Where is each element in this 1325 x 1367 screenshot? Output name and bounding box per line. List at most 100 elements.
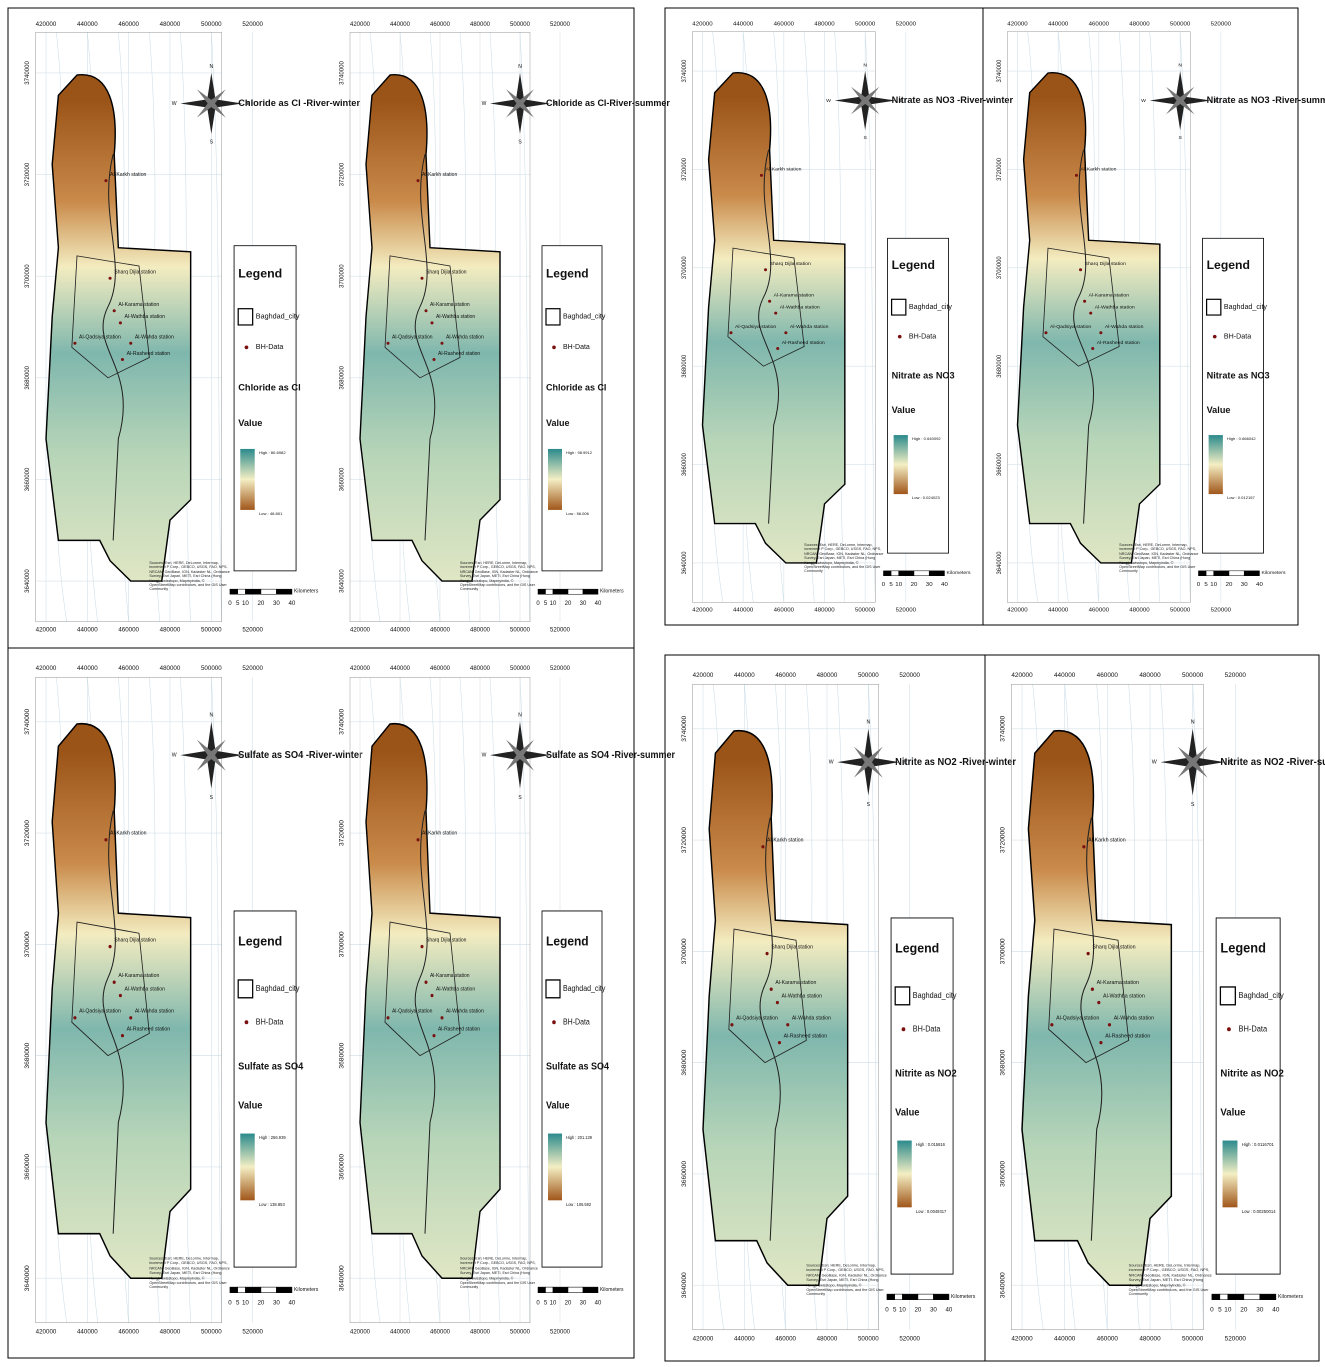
scale-segment [245, 589, 261, 594]
scale-label: 20 [565, 1299, 572, 1306]
ramp-low: Low : 46.801 [259, 511, 283, 516]
x-tick-label: 500000 [510, 22, 531, 28]
x-tick-label: 420000 [350, 627, 371, 633]
scale-label: 10 [550, 1299, 557, 1306]
scale-label: 5 [544, 601, 548, 607]
attribution-text: Sources: Esri, HERE, DeLorme, Intermap, … [460, 1256, 538, 1290]
y-tick-label: 3720000 [340, 162, 346, 186]
map: 4200004200004400004400004600004600004800… [1000, 672, 1325, 1342]
y-tick-label: 3640000 [682, 551, 688, 575]
scale-label: 20 [565, 601, 572, 607]
attribution-text: Sources: Esri, HERE, DeLorme, Intermap, … [1129, 1263, 1212, 1297]
scale-segment [1206, 571, 1214, 576]
scale-segment [899, 571, 914, 576]
bh-point [1099, 331, 1102, 334]
legend-entry: Baghdad_city [256, 313, 300, 321]
station-label: Al-Rasheed station [1105, 1033, 1150, 1039]
legend-entry: Baghdad_city [256, 984, 300, 993]
color-ramp [240, 449, 254, 510]
y-tick-label: 3700000 [24, 264, 31, 288]
station-label: Sharq Dijla station [114, 937, 156, 943]
bh-point [761, 845, 764, 848]
scale-segment [230, 589, 238, 594]
scale-label: 0 [536, 601, 540, 607]
x-tick-label: 480000 [1129, 608, 1150, 614]
x-tick-label: 420000 [1011, 1335, 1033, 1342]
station-label: Al-Karkh station [1081, 167, 1117, 173]
attribution: Sources: Esri, HERE, DeLorme, Intermap, … [460, 1256, 538, 1301]
interpolated-surface [703, 73, 845, 563]
station-label: Al-Karama station [775, 980, 816, 986]
scale-label: 20 [257, 1299, 264, 1306]
bh-point [770, 988, 773, 991]
bh-point [431, 994, 434, 997]
legend-symbol [898, 335, 902, 339]
attribution: Sources: Esri, HERE, DeLorme, Intermap, … [804, 543, 883, 582]
legend-box [234, 911, 296, 1267]
x-tick-label: 440000 [1048, 21, 1069, 27]
legend-layer: Sulfate as SO4 [546, 1061, 610, 1073]
scale-label: 5 [236, 600, 240, 607]
scale-unit: Kilometers [951, 1294, 976, 1300]
map-title: Chloride as Cl -River-winter [238, 98, 360, 108]
x-tick-label: 460000 [774, 21, 795, 27]
legend-layer: Nitrite as NO2 [895, 1068, 956, 1079]
scale-label: 40 [595, 1299, 602, 1306]
interpolated-surface [703, 731, 848, 1286]
scale-segment [1244, 1294, 1260, 1300]
ramp-high: High : 256.939 [259, 1135, 286, 1140]
color-ramp [894, 435, 908, 494]
legend-value: Value [892, 405, 916, 415]
attribution-text: Sources: Esri, HERE, DeLorme, Intermap, … [804, 543, 883, 573]
station-label: Al-Karkh station [110, 172, 147, 178]
x-tick-label: 480000 [1139, 672, 1161, 679]
map: 4200004200004400004400004600004600004800… [339, 665, 675, 1336]
x-tick-label: 440000 [390, 1328, 410, 1335]
scale-segment [261, 1287, 277, 1293]
bh-point [421, 277, 424, 280]
y-tick-label: 3680000 [997, 354, 1003, 378]
scale-segment [1198, 571, 1206, 576]
bh-point [433, 358, 436, 361]
legend-box [542, 246, 602, 571]
legend-entry: BH-Data [1239, 1024, 1268, 1033]
legend-title: Legend [1207, 258, 1250, 272]
x-tick-label: 520000 [550, 1328, 570, 1335]
x-tick-label: 480000 [817, 672, 838, 679]
y-tick-label: 3660000 [24, 1154, 31, 1180]
scale-label: 0 [1197, 582, 1201, 588]
x-tick-label: 460000 [430, 665, 450, 672]
scale-label: 40 [941, 582, 948, 588]
y-tick-label: 3660000 [1000, 1161, 1007, 1187]
scale-label: 0 [228, 600, 232, 607]
scale-label: 20 [1226, 582, 1233, 588]
y-tick-label: 3680000 [681, 1049, 688, 1075]
x-tick-label: 460000 [430, 22, 451, 28]
x-tick-label: 440000 [733, 21, 754, 27]
station-label: Al-Wathba station [436, 314, 475, 320]
scale-label: 30 [926, 582, 933, 588]
bh-point [387, 1016, 390, 1019]
legend-box [1216, 918, 1280, 1274]
scale-label: 40 [945, 1306, 952, 1313]
scale-segment [1214, 571, 1229, 576]
y-tick-label: 3640000 [24, 569, 31, 593]
scale-segment [238, 1287, 246, 1293]
x-tick-label: 440000 [734, 672, 755, 679]
scale-label: 20 [1240, 1306, 1247, 1313]
y-tick-label: 3740000 [997, 59, 1003, 83]
y-tick-label: 3640000 [997, 551, 1003, 575]
map: 4200004200004400004400004600004600004800… [681, 672, 1016, 1343]
attribution-text: Sources: Esri, HERE, DeLorme, Intermap, … [460, 561, 538, 592]
station-label: Al-Qadsiya station [735, 324, 776, 330]
scale-label: 10 [899, 1306, 906, 1313]
ramp-low: Low : 56.006 [566, 511, 590, 516]
scale-segment [933, 1294, 949, 1300]
scale-label: 0 [882, 582, 886, 588]
bh-point [121, 358, 124, 361]
scale-unit: Kilometers [600, 589, 624, 595]
x-tick-label: 420000 [693, 672, 714, 679]
scale-segment [276, 1287, 292, 1293]
x-tick-label: 420000 [350, 22, 371, 28]
compass-label: N [1178, 63, 1182, 69]
